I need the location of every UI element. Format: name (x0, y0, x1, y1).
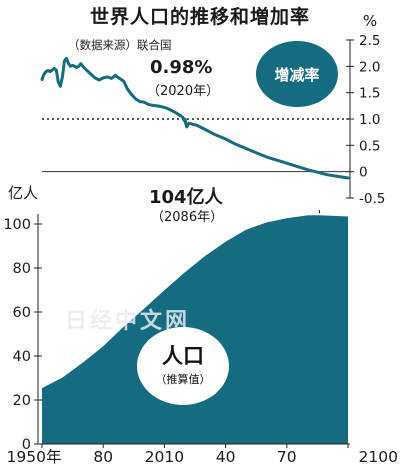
x-tick-label: 1950年 (7, 448, 62, 466)
growth-rate-badge-label: 增减率 (274, 65, 320, 84)
rate-annotation-point (182, 117, 187, 123)
rate-y-tick-label: 0 (359, 165, 368, 181)
population-y-unit-label: 亿人 (8, 184, 38, 202)
rate-annotation-value: 0.98% (150, 57, 213, 78)
population-y-tick-label: 80 (13, 261, 31, 277)
rate-y-tick-label: 0.5 (359, 138, 380, 154)
rate-y-tick-label: -0.5 (359, 191, 385, 207)
population-annotation-year: （2086年） (151, 210, 224, 225)
population-y-tick-label: 20 (13, 393, 31, 409)
population-annotation-value: 104亿人 (149, 187, 223, 208)
population-badge-label: 人口 (162, 343, 204, 368)
x-tick-label: 2010 (145, 448, 184, 466)
chart-title: 世界人口的推移和増加率 (89, 6, 310, 28)
rate-annotation-year: （2020年） (147, 84, 220, 99)
growth-rate-line (40, 56, 350, 180)
population-badge: 人口 （推算值） (137, 327, 229, 405)
growth-rate-badge: 增减率 (256, 41, 338, 107)
x-tick-label: 80 (93, 448, 113, 466)
x-tick-label: 40 (216, 448, 236, 466)
x-tick-label: 2100 (359, 448, 398, 466)
rate-y-unit-label: % (363, 12, 377, 30)
rate-y-tick-label: 2.5 (359, 33, 380, 49)
population-y-tick-label: 0 (22, 437, 31, 453)
rate-y-tick-label: 2.0 (359, 59, 380, 75)
population-y-tick-label: 100 (3, 217, 31, 233)
data-source-label: （数据来源）联合国 (68, 38, 172, 52)
population-badge-sublabel: （推算值） (155, 373, 211, 387)
population-y-tick-label: 60 (13, 305, 31, 321)
population-y-tick-label: 40 (13, 349, 31, 365)
rate-y-tick-label: 1.0 (359, 112, 380, 128)
rate-y-tick-label: 1.5 (359, 86, 380, 102)
x-tick-label: 70 (277, 448, 297, 466)
